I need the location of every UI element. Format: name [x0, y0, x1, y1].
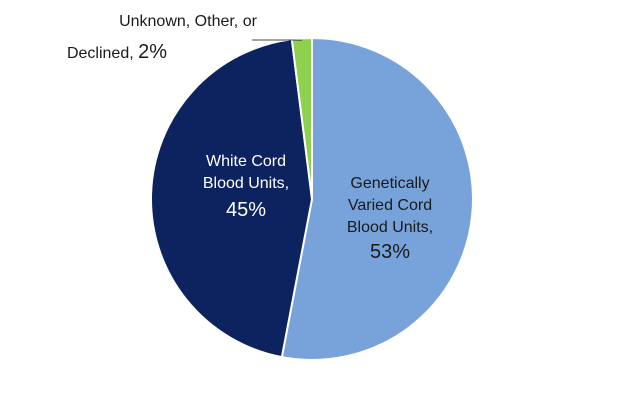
- slice-label-0-line-1: Varied Cord: [348, 197, 432, 214]
- slice-label-2-line-1: Declined, 2%: [67, 41, 167, 63]
- slice-value-label-2: 2%: [138, 41, 167, 63]
- pie-slice-2: [290, 36, 313, 200]
- slice-value-label-1: 45%: [226, 199, 266, 221]
- slice-label-2-line-0: Unknown, Other, or: [119, 13, 258, 30]
- slice-label-1-line-0: White Cord: [206, 153, 286, 170]
- pie-slice-0: [280, 36, 474, 361]
- slice-value-label-0: 53%: [370, 241, 410, 263]
- slice-label-0-line-0: Genetically: [350, 175, 429, 192]
- slice-label-1-line-1: Blood Units,: [203, 175, 289, 192]
- slice-label-0-line-2: Blood Units,: [347, 219, 433, 236]
- pie-slice-1: [150, 38, 314, 359]
- slice-label-2-line-1-text: Declined,: [67, 45, 138, 62]
